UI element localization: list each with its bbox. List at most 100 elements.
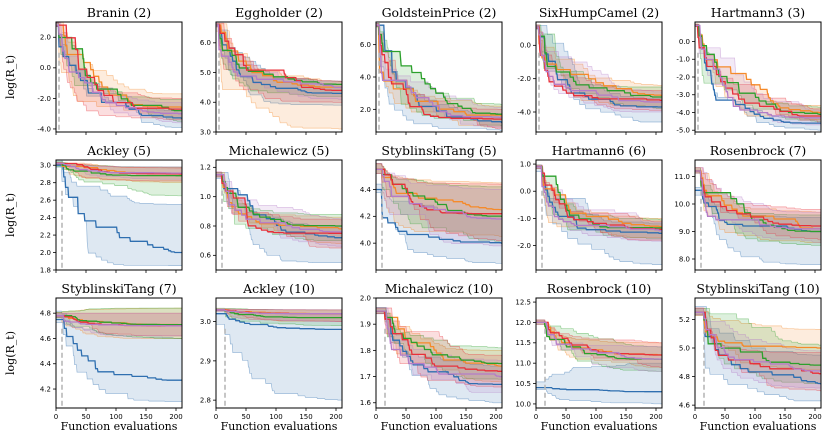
subplot-title: GoldsteinPrice (2) — [382, 5, 497, 20]
plot-area — [56, 307, 182, 408]
series-line-purple — [536, 321, 662, 360]
y-tick-label: 5.0 — [679, 344, 690, 352]
y-tick-label: 2.8 — [40, 179, 51, 187]
x-tick-label: 100 — [748, 413, 761, 421]
y-tick-label: 12.0 — [515, 319, 531, 327]
series-line-blue — [376, 188, 502, 244]
y-tick-label: 0.6 — [200, 252, 212, 260]
band-blue — [536, 24, 662, 123]
y-tick-label: -3.0 — [676, 91, 690, 99]
x-axis-label: Function evaluations — [221, 420, 338, 433]
series-line-purple — [56, 315, 182, 327]
subplot-14: Rosenbrock (10) 10.0 10.5 11.0 11.5 12.0 12.5 0… — [515, 281, 662, 433]
series-line-orange — [376, 310, 502, 367]
series-line-purple — [216, 174, 342, 233]
x-axis-label: Function evaluations — [700, 420, 817, 433]
band-blue — [695, 306, 821, 402]
subplot-title: SixHumpCamel (2) — [539, 5, 659, 20]
y-tick-label: 4.8 — [679, 373, 690, 381]
subplot-2: Eggholder (2) 3.0 4.0 5.0 6.0 — [200, 5, 343, 136]
y-tick-label: 6.0 — [200, 39, 211, 47]
y-tick-label: 11.0 — [674, 173, 690, 181]
x-tick-label: 200 — [649, 413, 662, 421]
plot-area — [536, 24, 662, 132]
band-purple — [536, 24, 662, 113]
y-tick-label: 12.5 — [515, 298, 531, 306]
series-line-red — [695, 24, 821, 117]
x-tick-label: 50 — [721, 413, 730, 421]
band-blue — [376, 23, 502, 131]
plot-area — [695, 167, 821, 270]
subplot-title: Michalewicz (10) — [385, 281, 494, 296]
y-tick-label: 1.0 — [520, 160, 531, 168]
plot-area — [216, 171, 342, 270]
series-line-red — [695, 170, 821, 227]
subplot-6: Ackley (5) 1.8 2.0 2.2 2.4 2.6 2.8 3.0 log(R_t) — [4, 143, 183, 274]
subplot-title: StyblinskiTang (5) — [381, 143, 496, 158]
subplot-4: SixHumpCamel (2) -4.0 -2.0 0.0 — [517, 5, 663, 135]
x-tick-label: 0 — [54, 413, 58, 421]
plot-area — [56, 22, 182, 132]
y-tick-label: 3.0 — [40, 162, 51, 170]
y-tick-label: 2.4 — [40, 214, 52, 222]
subplot-title: Ackley (10) — [242, 281, 315, 296]
y-tick-label: 4.4 — [40, 360, 52, 368]
y-tick-label: 2.0 — [360, 106, 371, 114]
x-tick-label: 100 — [109, 413, 122, 421]
x-tick-label: 200 — [808, 413, 821, 421]
plot-area — [376, 22, 502, 132]
series-line-orange — [536, 26, 662, 96]
subplot-15: StyblinskiTang (10) 4.6 4.8 5.0 5.2 0 50 100 150… — [679, 281, 822, 433]
x-tick-label: 50 — [82, 413, 91, 421]
x-tick-label: 0 — [534, 413, 538, 421]
series-line-red — [56, 24, 182, 110]
x-axis-label: Function evaluations — [541, 420, 658, 433]
y-tick-label: -2.0 — [517, 75, 531, 83]
y-tick-label: -1.0 — [676, 56, 690, 64]
y-tick-label: 4.0 — [360, 240, 371, 248]
x-tick-label: 100 — [269, 413, 282, 421]
series-line-green — [56, 162, 182, 177]
x-tick-label: 150 — [778, 413, 791, 421]
series-line-red — [376, 24, 502, 120]
series-line-red — [216, 174, 342, 234]
subplot-title: Branin (2) — [87, 5, 151, 20]
series-line-purple — [56, 162, 182, 174]
series-line-purple — [536, 166, 662, 232]
y-tick-label: 1.0 — [200, 193, 211, 201]
subplot-7: Michalewicz (5) 0.6 0.8 1.0 1.2 — [200, 143, 343, 273]
subplot-9: Hartmann6 (6) -2.0 -1.0 0.0 1.0 — [517, 143, 663, 273]
series-line-blue — [536, 386, 662, 393]
subplot-13: Michalewicz (10) 1.6 1.7 1.8 1.9 2.0 0 50 100 150… — [360, 281, 503, 433]
series-line-purple — [536, 26, 662, 103]
y-tick-label: 6.0 — [360, 41, 371, 49]
band-orange — [56, 22, 182, 119]
series-line-green — [536, 26, 662, 98]
series-line-red — [536, 26, 662, 101]
axes-frame — [55, 297, 183, 409]
y-tick-label: 5.0 — [200, 69, 211, 77]
x-tick-label: 150 — [139, 413, 152, 421]
y-tick-label: 2.6 — [40, 197, 52, 205]
y-tick-label: 1.8 — [40, 266, 51, 274]
y-tick-label: 11.5 — [515, 339, 531, 347]
y-tick-label: 2.0 — [40, 249, 51, 257]
series-line-orange — [216, 24, 342, 89]
axes-frame — [375, 297, 503, 409]
band-blue — [56, 310, 182, 403]
plot-area — [695, 306, 821, 408]
y-tick-label: -4.0 — [676, 109, 690, 117]
x-tick-label: 200 — [489, 413, 502, 421]
x-axis-label: Function evaluations — [381, 420, 498, 433]
series-line-green — [216, 309, 342, 319]
y-axis-label: log(R_t) — [4, 55, 17, 99]
x-tick-label: 50 — [562, 413, 571, 421]
y-tick-label: 1.7 — [360, 373, 371, 381]
band-blue — [536, 362, 662, 405]
band-red — [376, 163, 502, 241]
y-axis-label: log(R_t) — [4, 331, 17, 375]
x-tick-label: 150 — [459, 413, 472, 421]
band-orange — [695, 308, 821, 370]
x-tick-label: 200 — [329, 413, 342, 421]
